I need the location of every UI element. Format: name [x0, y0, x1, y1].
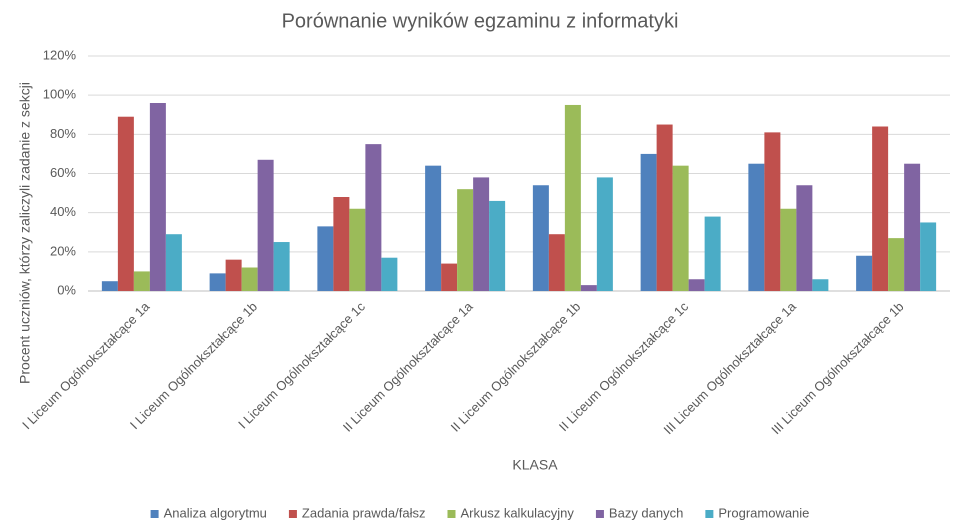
bar [365, 144, 382, 291]
legend-label: Zadania prawda/fałsz [302, 505, 426, 520]
legend-swatch [447, 510, 456, 518]
bar [688, 279, 705, 291]
y-tick-label: 0% [57, 282, 76, 297]
bar [489, 200, 506, 291]
x-tick-label: I Liceum Ogólnokształcące 1b [127, 299, 260, 432]
legend-swatch [705, 510, 714, 518]
chart-title: Porównanie wyników egzaminu z informatyk… [282, 10, 679, 32]
x-tick-label: I Liceum Ogólnokształcące 1a [19, 298, 153, 432]
bar [780, 208, 797, 291]
bar [457, 189, 474, 291]
bar [596, 177, 613, 291]
x-tick-label: II Liceum Ogólnokształcące 1a [340, 298, 476, 434]
bar [241, 267, 258, 291]
bar [257, 159, 274, 291]
bar [349, 208, 366, 291]
y-tick-label: 40% [50, 204, 76, 219]
bar [796, 185, 813, 291]
bar [273, 242, 290, 291]
bar [381, 257, 398, 291]
bar [656, 124, 673, 292]
bar [209, 273, 226, 291]
bar [333, 197, 350, 291]
bar [812, 279, 829, 291]
bar [225, 259, 242, 291]
y-tick-label: 100% [43, 87, 77, 102]
bar [580, 285, 597, 291]
bar [672, 165, 689, 291]
bar [748, 163, 765, 291]
x-tick-label: III Liceum Ogólnokształcące 1b [768, 299, 906, 437]
y-tick-label: 60% [50, 165, 76, 180]
bar [425, 165, 442, 291]
x-axis-label: KLASA [512, 457, 558, 473]
bar [149, 103, 166, 291]
legend-label: Analiza algorytmu [164, 505, 267, 520]
bar [920, 222, 937, 291]
legend-swatch [595, 510, 604, 518]
bar [904, 163, 921, 291]
bar [473, 177, 490, 291]
bar [548, 234, 565, 291]
bar [441, 263, 458, 291]
y-tick-label: 80% [50, 126, 76, 141]
legend-swatch [288, 510, 297, 518]
y-tick-label: 20% [50, 243, 76, 258]
legend-label: Arkusz kalkulacyjny [460, 505, 574, 520]
bar [704, 216, 721, 291]
legend-label: Programowanie [718, 505, 809, 520]
bar [856, 255, 873, 291]
x-tick-label: I Liceum Ogólnokształcące 1c [235, 299, 368, 432]
legend-swatch [150, 510, 159, 518]
bar [101, 281, 118, 291]
y-tick-label: 120% [43, 47, 77, 62]
x-tick-label: II Liceum Ogólnokształcące 1b [448, 299, 584, 435]
bar [564, 104, 581, 291]
bar [640, 153, 657, 291]
bar [165, 234, 182, 291]
bar [133, 271, 150, 291]
bar [764, 132, 781, 291]
legend-label: Bazy danych [609, 505, 683, 520]
x-tick-label: II Liceum Ogólnokształcące 1c [556, 299, 692, 435]
bar [532, 185, 549, 291]
bar [872, 126, 889, 291]
bar [888, 238, 905, 291]
bar [117, 116, 134, 291]
y-axis-label: Procent uczniów, którzy zaliczyli zadani… [17, 82, 33, 384]
bar [317, 226, 334, 291]
